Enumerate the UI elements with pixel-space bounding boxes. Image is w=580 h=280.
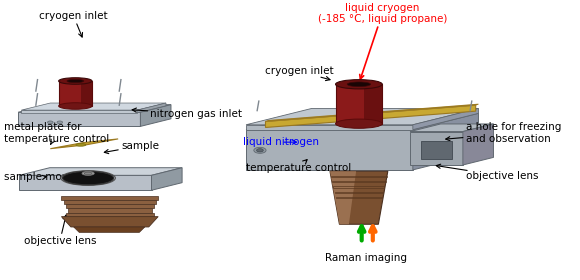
Polygon shape: [336, 84, 382, 124]
Polygon shape: [413, 108, 478, 130]
Text: liquid cryogen
(-185 °C, liquid propane): liquid cryogen (-185 °C, liquid propane): [318, 3, 447, 79]
Polygon shape: [81, 81, 92, 106]
Polygon shape: [410, 124, 494, 132]
Polygon shape: [19, 168, 182, 175]
Polygon shape: [246, 125, 413, 130]
Polygon shape: [74, 227, 145, 232]
Polygon shape: [266, 104, 478, 122]
Polygon shape: [18, 112, 140, 126]
Text: cryogen inlet: cryogen inlet: [266, 66, 334, 81]
Polygon shape: [66, 204, 154, 209]
Text: a hole for freezing
and observation: a hole for freezing and observation: [446, 122, 561, 144]
Text: objective lens: objective lens: [436, 164, 538, 181]
Polygon shape: [19, 175, 151, 190]
Polygon shape: [61, 196, 158, 200]
Polygon shape: [410, 132, 463, 165]
Ellipse shape: [57, 121, 63, 124]
Polygon shape: [330, 171, 388, 224]
Polygon shape: [266, 105, 476, 127]
Text: liquid nitrogen: liquid nitrogen: [243, 137, 319, 147]
Ellipse shape: [336, 80, 382, 89]
Polygon shape: [50, 139, 118, 149]
Polygon shape: [21, 110, 137, 113]
Text: nitrogen gas inlet: nitrogen gas inlet: [132, 108, 242, 119]
Polygon shape: [68, 209, 151, 213]
Ellipse shape: [336, 119, 382, 128]
Polygon shape: [64, 200, 156, 204]
Polygon shape: [66, 213, 154, 217]
Polygon shape: [21, 103, 166, 110]
Polygon shape: [246, 130, 413, 170]
Text: temperature control: temperature control: [246, 160, 351, 173]
Text: metal plate for
temperature control: metal plate for temperature control: [4, 122, 110, 144]
Ellipse shape: [254, 147, 266, 153]
Polygon shape: [140, 105, 171, 126]
Polygon shape: [421, 141, 452, 159]
Polygon shape: [246, 108, 478, 125]
Polygon shape: [18, 105, 171, 112]
Polygon shape: [151, 168, 182, 190]
Text: sample: sample: [104, 141, 159, 154]
Ellipse shape: [59, 78, 92, 84]
Polygon shape: [61, 217, 158, 227]
Polygon shape: [364, 84, 382, 124]
Ellipse shape: [76, 144, 86, 146]
Polygon shape: [463, 124, 494, 165]
Ellipse shape: [256, 149, 263, 152]
Polygon shape: [59, 81, 92, 106]
Text: objective lens: objective lens: [24, 215, 96, 246]
Text: Raman imaging: Raman imaging: [325, 253, 407, 263]
Ellipse shape: [84, 172, 92, 175]
Text: sample mount: sample mount: [4, 172, 79, 183]
Ellipse shape: [67, 79, 84, 83]
Polygon shape: [413, 113, 478, 170]
Ellipse shape: [82, 172, 94, 175]
Ellipse shape: [63, 171, 114, 185]
Ellipse shape: [48, 121, 53, 124]
Text: cryogen inlet: cryogen inlet: [39, 11, 108, 37]
Ellipse shape: [59, 103, 92, 109]
Polygon shape: [137, 103, 166, 113]
Polygon shape: [330, 171, 356, 224]
Ellipse shape: [347, 82, 371, 87]
Polygon shape: [246, 113, 478, 130]
